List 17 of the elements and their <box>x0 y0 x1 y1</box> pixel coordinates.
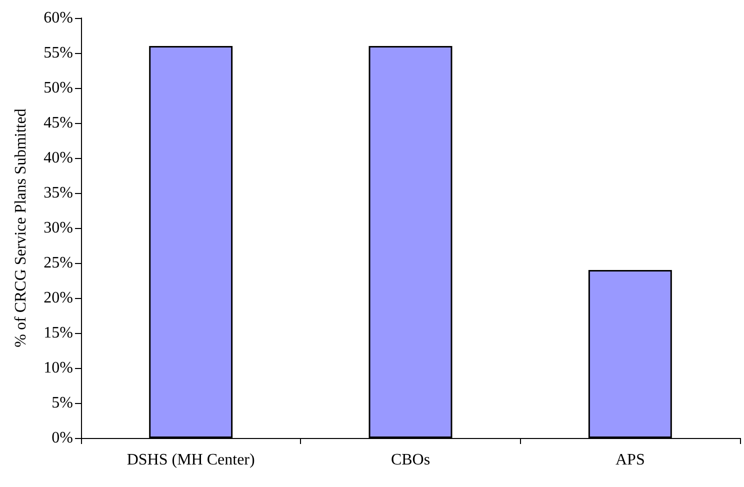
y-tick-label: 35% <box>44 184 73 202</box>
y-axis-title: % of CRCG Service Plans Submitted <box>12 108 30 348</box>
x-tick-label: APS <box>615 452 645 468</box>
y-tick-label: 20% <box>44 290 73 306</box>
y-tick-label: 60% <box>44 10 73 26</box>
y-tick-label: 0% <box>52 430 73 446</box>
x-tick-label: CBOs <box>390 452 430 468</box>
y-tick-label: 25% <box>44 254 73 272</box>
y-tick-label: 50% <box>44 80 73 96</box>
y-tick-label: 45% <box>44 114 73 132</box>
y-tick-label: 55% <box>44 44 73 62</box>
y-tick-label: 15% <box>44 324 73 342</box>
y-tick-label: 40% <box>44 150 73 166</box>
y-tick-label: 10% <box>44 360 73 376</box>
y-tick-label: 30% <box>44 220 73 236</box>
y-tick-label: 5% <box>52 394 73 412</box>
x-tick-label: DSHS (MH Center) <box>126 452 255 468</box>
